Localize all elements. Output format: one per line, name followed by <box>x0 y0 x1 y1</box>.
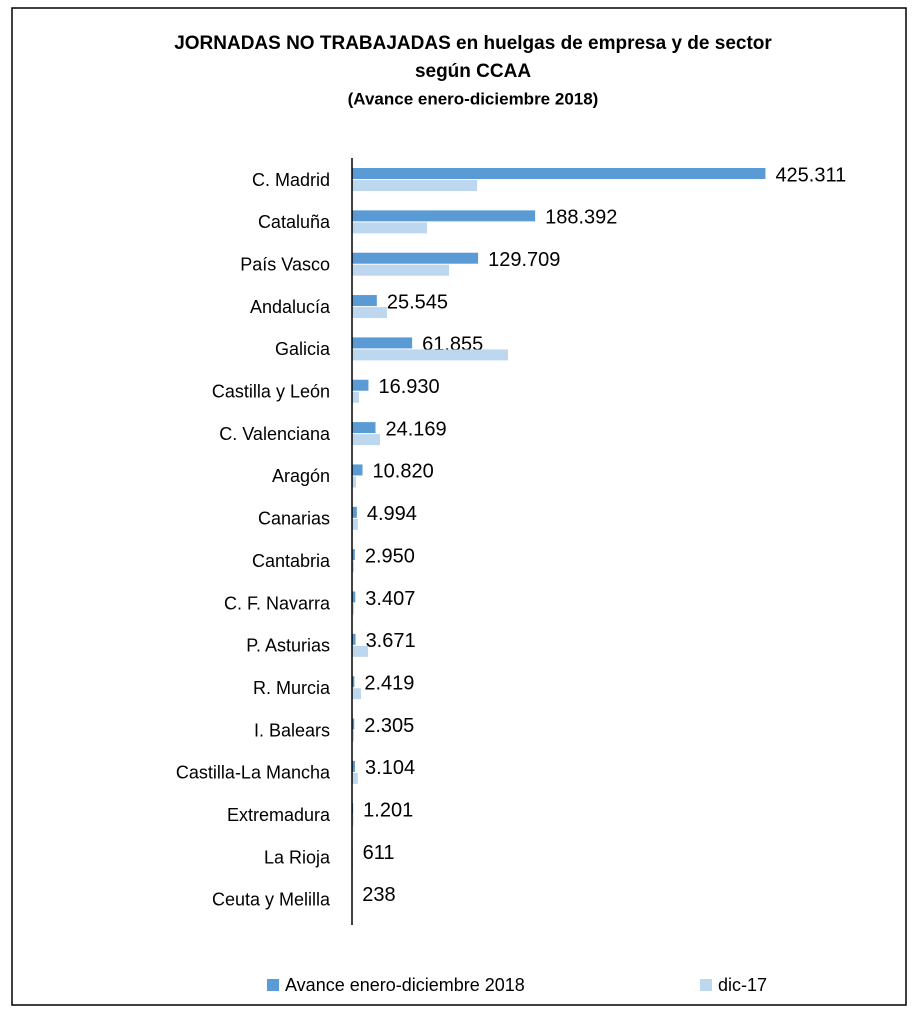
y-tick-label: Extremadura <box>227 805 331 825</box>
y-tick-label: C. Valenciana <box>219 424 331 444</box>
bar <box>352 337 412 348</box>
data-label: 3.104 <box>365 757 415 779</box>
data-label: 2.419 <box>364 672 414 694</box>
bar <box>352 380 368 391</box>
y-tick-label: Castilla y León <box>212 382 330 402</box>
y-tick-label: C. F. Navarra <box>224 593 331 613</box>
data-label: 24.169 <box>385 418 446 440</box>
data-label: 2.950 <box>365 545 415 567</box>
data-label: 4.994 <box>367 503 417 525</box>
bar <box>352 265 449 276</box>
data-label: 129.709 <box>488 249 560 271</box>
bar <box>352 773 358 784</box>
bar <box>352 222 427 233</box>
legend-label: dic-17 <box>718 975 767 995</box>
bar <box>352 688 361 699</box>
bar <box>352 392 359 403</box>
y-tick-label: Cantabria <box>252 551 331 571</box>
bar <box>352 210 535 221</box>
bar <box>352 434 380 445</box>
y-tick-label: Ceuta y Melilla <box>212 890 331 910</box>
y-tick-label: C. Madrid <box>252 170 330 190</box>
y-tick-label: P. Asturias <box>246 636 330 656</box>
data-label: 2.305 <box>364 715 414 737</box>
legend-swatch <box>267 979 279 991</box>
data-label: 188.392 <box>545 207 617 229</box>
data-label: 1.201 <box>363 800 413 822</box>
y-tick-label: Canarias <box>258 509 330 529</box>
chart-frame <box>12 8 906 1005</box>
bar <box>352 422 375 433</box>
data-label: 16.930 <box>378 376 439 398</box>
y-tick-label: País Vasco <box>240 254 330 274</box>
data-label: 10.820 <box>373 461 434 483</box>
data-label: 3.407 <box>365 588 415 610</box>
chart-title: según CCAA <box>415 61 531 82</box>
data-label: 611 <box>363 842 395 864</box>
data-label: 425.311 <box>775 164 846 186</box>
legend-label: Avance enero-diciembre 2018 <box>285 975 525 995</box>
bar <box>352 464 363 475</box>
bar <box>352 295 377 306</box>
y-tick-label: Andalucía <box>250 297 331 317</box>
data-label: 25.545 <box>387 291 448 313</box>
y-tick-label: Galicia <box>275 339 331 359</box>
chart-title: JORNADAS NO TRABAJADAS en huelgas de emp… <box>174 33 772 54</box>
y-tick-label: La Rioja <box>264 847 331 867</box>
chart-subtitle: (Avance enero-diciembre 2018) <box>348 89 599 108</box>
bar <box>352 519 358 530</box>
y-tick-label: Aragón <box>272 466 330 486</box>
bar <box>352 349 508 360</box>
bar <box>352 307 387 318</box>
bar <box>352 646 368 657</box>
y-tick-label: R. Murcia <box>253 678 331 698</box>
data-label: 238 <box>362 884 395 906</box>
bar <box>352 168 765 179</box>
data-label: 3.671 <box>366 630 416 652</box>
y-tick-label: Castilla-La Mancha <box>176 763 331 783</box>
bar <box>352 180 477 191</box>
y-tick-label: I. Balears <box>254 720 330 740</box>
legend-swatch <box>700 979 712 991</box>
y-tick-label: Cataluña <box>258 212 331 232</box>
bar <box>352 253 478 264</box>
